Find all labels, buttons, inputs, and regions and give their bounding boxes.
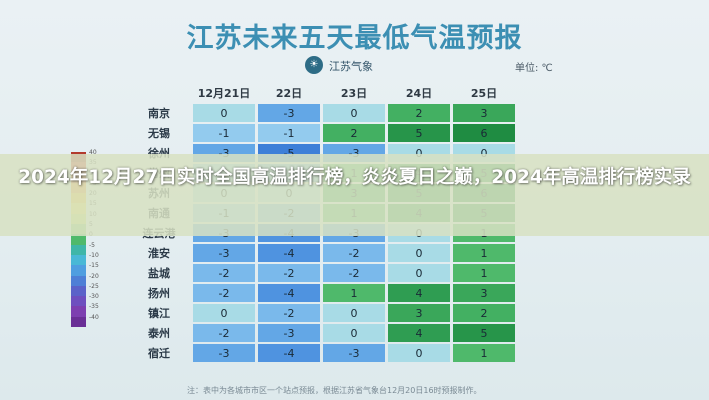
- temperature-cell: 0: [193, 304, 255, 322]
- date-header: 12月21日: [197, 87, 251, 100]
- weather-logo-icon: ☀: [305, 56, 323, 74]
- temperature-cell: -2: [258, 304, 320, 322]
- legend-label: -5: [89, 241, 95, 249]
- legend-label: 40: [89, 149, 97, 156]
- city-name: 泰州: [148, 327, 170, 340]
- temperature-cell: 1: [453, 344, 515, 362]
- temperature-cell: -1: [193, 124, 255, 142]
- temperature-cell: -2: [323, 264, 385, 282]
- temperature-cell: 3: [453, 284, 515, 302]
- temperature-cell: 0: [193, 104, 255, 122]
- legend-swatch: [71, 275, 86, 286]
- city-name: 宿迁: [148, 347, 170, 360]
- table-row: 镇江 0 -2 0 3 2: [128, 304, 515, 322]
- date-header: 25日: [470, 87, 498, 100]
- table-row: 扬州 -2 -4 1 4 3: [128, 284, 515, 302]
- city-name: 扬州: [148, 287, 170, 300]
- temperature-cell: 4: [388, 324, 450, 342]
- temperature-cell: 1: [453, 264, 515, 282]
- table-row: 南京 0 -3 0 2 3: [128, 104, 515, 122]
- legend-swatch: [71, 244, 86, 255]
- legend-label: -15: [89, 262, 99, 270]
- forecast-title: 江苏未来五天最低气温预报: [186, 23, 523, 54]
- legend-swatch: [71, 234, 86, 245]
- temperature-cell: -2: [193, 324, 255, 342]
- temperature-cell: -2: [258, 264, 320, 282]
- footnote: 注：表中为各城市市区一个站点预报，根据江苏省气象台12月20日16时预报制作。: [187, 386, 482, 395]
- headline-banner: [0, 154, 709, 236]
- temperature-cell: -2: [323, 244, 385, 262]
- temperature-cell: -4: [258, 284, 320, 302]
- temperature-cell: 2: [453, 304, 515, 322]
- temperature-cell: -1: [258, 124, 320, 142]
- city-name: 淮安: [148, 247, 170, 260]
- legend-swatch: [71, 254, 86, 266]
- temperature-cell: 4: [388, 284, 450, 302]
- temperature-cell: 2: [388, 104, 450, 122]
- temperature-cell: -2: [193, 284, 255, 302]
- city-name: 无锡: [148, 127, 170, 140]
- temperature-cell: 5: [388, 124, 450, 142]
- date-header: 22日: [275, 87, 303, 100]
- temperature-cell: 0: [388, 344, 450, 362]
- legend-swatch: [71, 296, 86, 307]
- temperature-cell: 6: [453, 124, 515, 142]
- city-name: 南京: [148, 107, 170, 120]
- legend-label: -10: [89, 251, 99, 259]
- city-name: 盐城: [148, 267, 170, 280]
- logo-text: 江苏气象: [329, 60, 373, 73]
- temperature-cell: 1: [453, 244, 515, 262]
- temperature-cell: 0: [323, 324, 385, 342]
- temperature-cell: 0: [323, 104, 385, 122]
- temperature-cell: 3: [388, 304, 450, 322]
- temperature-cell: 2: [323, 124, 385, 142]
- legend-label: -35: [89, 303, 99, 311]
- legend-label: -30: [89, 293, 99, 301]
- temperature-cell: 5: [453, 324, 515, 342]
- table-row: 盐城 -2 -2 -2 0 1: [128, 264, 515, 282]
- headline-text[interactable]: 2024年12月27日实时全国高温排行榜，炎炎夏日之巅，2024年高温排行榜实录: [18, 167, 691, 188]
- table-row: 无锡 -1 -1 2 5 6: [128, 124, 515, 142]
- city-name: 镇江: [148, 307, 170, 320]
- table-row: 宿迁 -3 -4 -3 0 1: [128, 344, 515, 362]
- legend-swatch: [71, 265, 86, 276]
- temperature-cell: -2: [193, 264, 255, 282]
- table-row: 泰州 -2 -3 0 4 5: [128, 324, 515, 342]
- legend-label: -40: [89, 313, 99, 321]
- temperature-cell: 0: [388, 244, 450, 262]
- temperature-cell: -4: [258, 244, 320, 262]
- temperature-cell: 0: [323, 304, 385, 322]
- legend-swatch: [71, 316, 86, 328]
- legend-swatch: [71, 306, 86, 317]
- temperature-cell: -3: [258, 324, 320, 342]
- temperature-cell: 1: [323, 284, 385, 302]
- date-header: 24日: [405, 87, 433, 100]
- temperature-cell: -3: [193, 244, 255, 262]
- temperature-cell: 0: [388, 264, 450, 282]
- temperature-cell: -3: [258, 104, 320, 122]
- legend-swatch: [71, 285, 86, 297]
- date-header: 23日: [340, 87, 368, 100]
- table-row: 淮安 -3 -4 -2 0 1: [128, 244, 515, 262]
- temperature-cell: 3: [453, 104, 515, 122]
- temperature-cell: -3: [193, 344, 255, 362]
- city-column-header: [128, 84, 190, 102]
- table-header-row: 12月21日 22日 23日 24日 25日: [128, 84, 515, 102]
- legend-label: -25: [89, 282, 99, 290]
- legend-label: -20: [89, 272, 99, 280]
- temperature-cell: -4: [258, 344, 320, 362]
- temperature-cell: -3: [323, 344, 385, 362]
- unit-label: 单位: ℃: [515, 63, 553, 74]
